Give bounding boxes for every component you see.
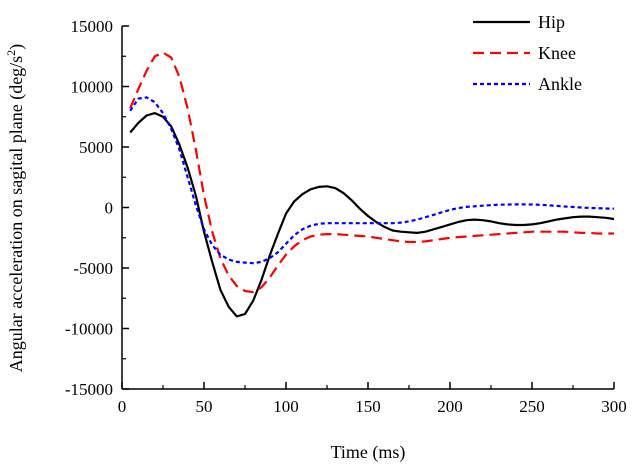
ticks (121, 25, 615, 390)
legend-label-hip: Hip (538, 12, 565, 32)
x-tick-label: 50 (196, 397, 213, 416)
y-tick-label: 5000 (79, 138, 113, 157)
y-tick-label: -10000 (65, 320, 113, 339)
legend: Hip Knee Ankle (473, 12, 582, 94)
y-axis-label-superscript: 2 (4, 50, 18, 56)
x-tick-label: 200 (437, 397, 463, 416)
y-tick-label: -15000 (65, 380, 113, 399)
tick-labels: 0 50 100 150 200 250 300 -15000 -10000 -5000 0 5000… (65, 17, 627, 416)
series-line-hip (129, 112, 615, 318)
x-axis-label: Time (ms) (331, 442, 406, 463)
x-tick-label: 300 (601, 397, 627, 416)
y-axis-label-close: ) (6, 44, 27, 50)
series-lines (129, 51, 615, 318)
x-tick-label: 0 (118, 397, 127, 416)
x-tick-label: 100 (273, 397, 299, 416)
legend-label-knee: Knee (538, 43, 576, 63)
y-tick-label: -5000 (73, 259, 113, 278)
y-tick-label: 15000 (71, 17, 114, 36)
x-tick-label: 150 (355, 397, 381, 416)
y-tick-label: 0 (105, 199, 114, 218)
y-tick-label: 10000 (71, 78, 114, 97)
y-axis-label: Angular acceleration on sagital plane (d… (4, 44, 27, 372)
x-tick-label: 250 (519, 397, 545, 416)
series-line-ankle (129, 96, 615, 265)
y-axis-label-main: Angular acceleration on sagital plane (d… (6, 56, 27, 372)
legend-label-ankle: Ankle (538, 74, 582, 94)
series-line-knee (129, 51, 614, 294)
